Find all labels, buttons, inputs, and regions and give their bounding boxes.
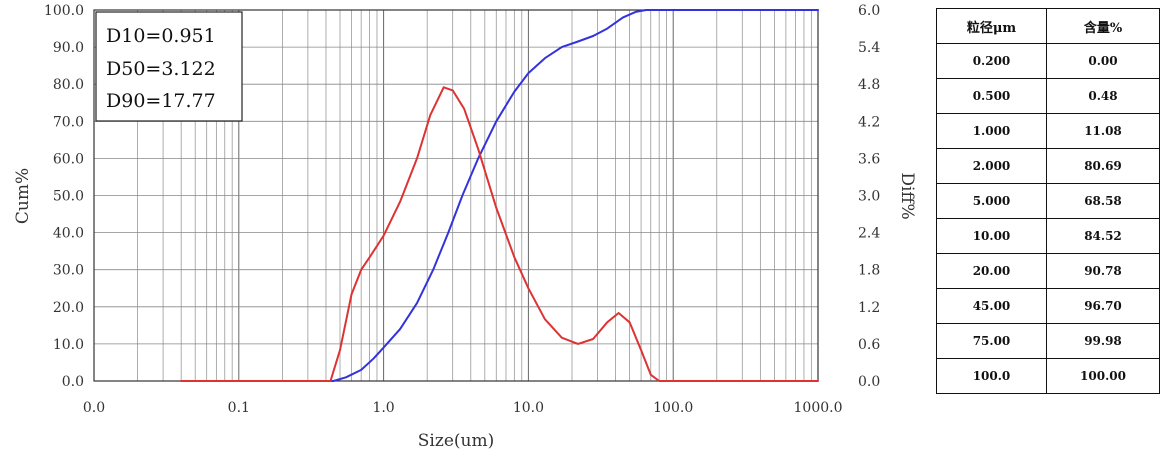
y-left-tick-label: 50.0 (53, 189, 84, 205)
y-left-tick-labels: 0.0 10.0 20.0 30.0 40.0 50.0 60.0 70.0 80.0 90.0 1… (44, 3, 84, 390)
stat-d50: D50=3.122 (106, 58, 216, 80)
table-cell-content: 0.48 (1046, 78, 1160, 114)
diff-series-line (180, 86, 819, 382)
table-cell-content: 99.98 (1046, 323, 1160, 359)
y-left-tick-label: 20.0 (53, 300, 84, 316)
particle-size-table: 粒径μm 含量% 0.200 0.00 0.500 0.48 1.000 11.08 2.0… (936, 8, 1160, 394)
table-row: 20.00 90.78 (936, 253, 1160, 289)
stats-box-frame (95, 11, 243, 122)
y-left-tick-label: 0.0 (62, 374, 84, 390)
table-cell-size: 20.00 (936, 253, 1047, 289)
table-cell-size: 75.00 (936, 323, 1047, 359)
y-right-tick-label: 0.0 (858, 374, 880, 390)
table-row: 5.000 68.58 (936, 183, 1160, 219)
table-cell-size: 45.00 (936, 288, 1047, 324)
y-left-tick-label: 80.0 (53, 77, 84, 93)
cumulative-series-line (180, 9, 819, 382)
y-right-tick-label: 1.2 (858, 300, 880, 316)
table-cell-size: 5.000 (936, 183, 1047, 219)
stat-d90: D90=17.77 (106, 90, 216, 112)
table-cell-content: 96.70 (1046, 288, 1160, 324)
x-tick-label: 10.0 (513, 400, 544, 416)
y-left-tick-label: 60.0 (53, 151, 84, 167)
table-row: 100.0 100.00 (936, 358, 1160, 394)
table-header-content: 含量% (1046, 8, 1160, 44)
y-right-tick-label: 4.8 (858, 77, 880, 93)
y-right-tick-labels: 0.0 0.6 1.2 1.8 2.4 3.0 3.6 4.2 4.8 5.4 6.0 (858, 3, 880, 390)
table-cell-size: 0.200 (936, 43, 1047, 79)
table-row: 2.000 80.69 (936, 148, 1160, 184)
table-cell-size: 100.0 (936, 358, 1047, 394)
stat-d10: D10=0.951 (106, 25, 216, 47)
plot-frame (93, 9, 819, 382)
table-cell-size: 2.000 (936, 148, 1047, 184)
x-tick-labels: 0.0 0.1 1.0 10.0 100.0 1000.0 (83, 400, 843, 416)
table-header-size: 粒径μm (936, 8, 1047, 44)
table-cell-content: 11.08 (1046, 113, 1160, 149)
y-left-tick-label: 70.0 (53, 114, 84, 130)
x-tick-label: 0.1 (228, 400, 250, 416)
series-layer (180, 9, 819, 382)
table-cell-size: 1.000 (936, 113, 1047, 149)
y-right-tick-label: 2.4 (858, 226, 880, 242)
table-cell-content: 80.69 (1046, 148, 1160, 184)
table-row: 0.500 0.48 (936, 78, 1160, 114)
x-axis-label: Size(um) (418, 431, 494, 450)
y-left-tick-label: 10.0 (53, 337, 84, 353)
y-left-axis-label: Cum% (13, 168, 33, 224)
y-left-tick-label: 40.0 (53, 226, 84, 242)
y-left-tick-label: 100.0 (44, 3, 84, 19)
x-tick-label: 100.0 (653, 400, 693, 416)
table-row: 45.00 96.70 (936, 288, 1160, 324)
y-right-tick-label: 3.6 (858, 151, 880, 167)
x-tick-label: 0.0 (83, 400, 105, 416)
table-row: 75.00 99.98 (936, 323, 1160, 359)
table-cell-size: 0.500 (936, 78, 1047, 114)
stats-box: D10=0.951 D50=3.122 D90=17.77 (95, 11, 243, 122)
table-header-row: 粒径μm 含量% (936, 8, 1160, 44)
table-cell-content: 0.00 (1046, 43, 1160, 79)
table-cell-size: 10.00 (936, 218, 1047, 254)
particle-size-chart: 0.0 10.0 20.0 30.0 40.0 50.0 60.0 70.0 80.0 90.0 1… (13, 3, 917, 450)
table-cell-content: 100.00 (1046, 358, 1160, 394)
y-right-tick-label: 4.2 (858, 114, 880, 130)
y-left-tick-label: 90.0 (53, 40, 84, 56)
x-tick-label: 1000.0 (794, 400, 843, 416)
x-tick-label: 1.0 (372, 400, 394, 416)
table-row: 1.000 11.08 (936, 113, 1160, 149)
y-right-tick-label: 5.4 (858, 40, 880, 56)
y-left-tick-label: 30.0 (53, 263, 84, 279)
table-row: 10.00 84.52 (936, 218, 1160, 254)
y-right-tick-label: 0.6 (858, 337, 880, 353)
table-cell-content: 90.78 (1046, 253, 1160, 289)
table-row: 0.200 0.00 (936, 43, 1160, 79)
table-cell-content: 68.58 (1046, 183, 1160, 219)
table-cell-content: 84.52 (1046, 218, 1160, 254)
y-right-tick-label: 6.0 (858, 3, 880, 19)
y-right-tick-label: 3.0 (858, 189, 880, 205)
y-right-axis-label: Diff% (897, 172, 917, 219)
y-right-tick-label: 1.8 (858, 263, 880, 279)
